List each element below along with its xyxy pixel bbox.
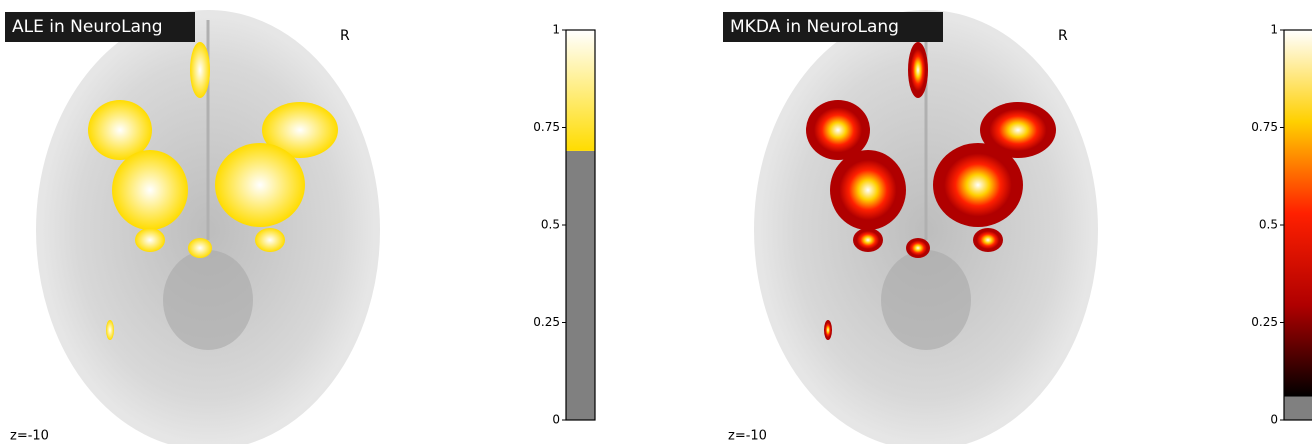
activation-blob [853, 228, 883, 252]
colorbar-tick-label: 0.5 [541, 218, 560, 232]
colorbar-tick-label: 0.25 [533, 315, 560, 329]
colorbar-below [566, 151, 595, 420]
midbrain [881, 250, 971, 350]
activation-blob [824, 320, 832, 340]
activation-blob [906, 238, 930, 258]
activation-blob [190, 42, 210, 98]
activation-blob [973, 228, 1003, 252]
colorbar-tick-label: 0.75 [533, 120, 560, 134]
activation-blob [135, 228, 165, 252]
colorbar-tick-label: 0 [552, 413, 560, 427]
activation-blob [215, 143, 305, 227]
orientation-label: R [1058, 28, 1068, 44]
slice-label: z=-10 [10, 429, 49, 444]
colorbar-tick-label: 0.5 [1259, 218, 1278, 232]
colorbar-tick-label: 0 [1270, 413, 1278, 427]
colorbar-tick-label: 0.25 [1251, 315, 1278, 329]
colorbar-tick-label: 1 [552, 23, 560, 37]
figure: LALE in NeuroLangRz=-1000.250.50.751LMKD… [0, 0, 1312, 444]
colorbar-gradient [566, 30, 595, 151]
midbrain [163, 250, 253, 350]
activation-blob [112, 150, 188, 230]
colorbar-tick-label: 0.75 [1251, 120, 1278, 134]
colorbar-gradient [1284, 30, 1312, 397]
orientation-label: R [340, 28, 350, 44]
activation-blob [933, 143, 1023, 227]
activation-blob [908, 42, 928, 98]
colorbar-tick-label: 1 [1270, 23, 1278, 37]
activation-blob [106, 320, 114, 340]
panel-title: MKDA in NeuroLang [730, 17, 899, 37]
panel-title: ALE in NeuroLang [12, 17, 163, 37]
activation-blob [255, 228, 285, 252]
slice-label: z=-10 [728, 429, 767, 444]
colorbar-below [1284, 397, 1312, 420]
activation-blob [188, 238, 212, 258]
activation-blob [830, 150, 906, 230]
